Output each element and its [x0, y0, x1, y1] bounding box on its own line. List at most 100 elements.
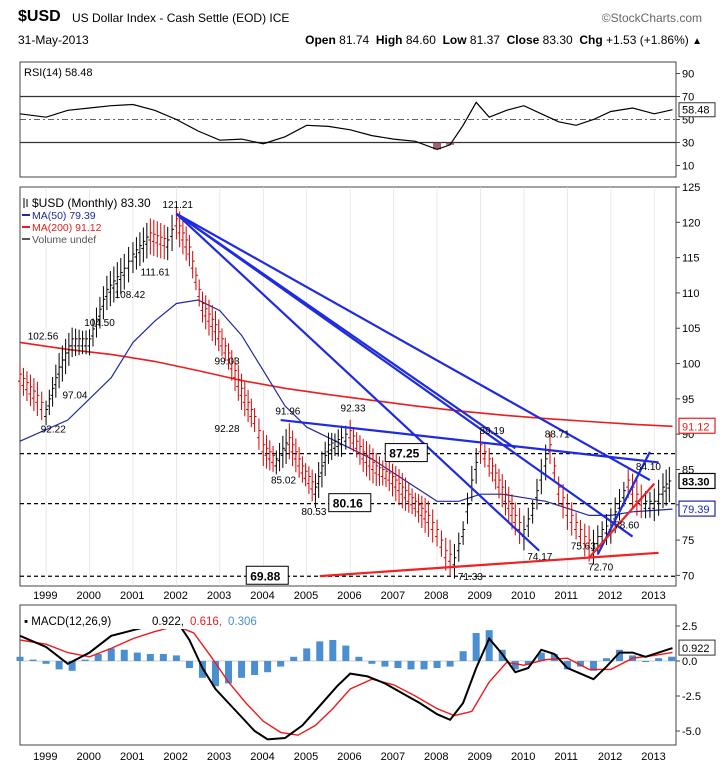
ma50-line	[19, 299, 673, 517]
macd-histogram-bar	[368, 661, 376, 664]
macd-signal-line	[19, 625, 673, 736]
macd-histogram-bar	[277, 661, 285, 667]
macd-y-tick-label: 0.0	[682, 656, 697, 668]
price-y-tick-label: 100	[682, 359, 700, 371]
ma200-line	[19, 341, 673, 428]
price-annotation: 74.17	[527, 552, 552, 563]
close-value-tag: 83.30	[678, 472, 716, 490]
macd-x-tick-label: 2001	[120, 751, 144, 763]
macd-histogram-bar	[107, 648, 115, 661]
price-annotation: 88.71	[545, 429, 570, 440]
macd-histogram-bar	[668, 656, 676, 661]
price-x-tick-label: 2013	[641, 590, 665, 602]
rsi-value-tag-box	[678, 102, 716, 118]
price-annotation: 80.53	[301, 507, 326, 518]
price-y-tick-label: 125	[682, 182, 700, 194]
rsi-y-tick-label: 10	[682, 161, 694, 173]
trendline	[588, 482, 656, 559]
macd-histogram-bar	[420, 661, 428, 670]
trendline	[175, 212, 516, 450]
price-legend-entry: MA(50) 79.39	[32, 210, 96, 222]
macd-legend-entry: 0.306	[228, 616, 257, 628]
trendline	[175, 212, 651, 482]
macd-histogram-bar	[511, 661, 519, 670]
price-x-tick-label: 2012	[598, 590, 622, 602]
macd-legend-entry: ▪ MACD(12,26,9)	[24, 616, 111, 628]
macd-histogram-bar	[589, 661, 597, 671]
open-value: 81.74	[339, 33, 370, 47]
description-text: US Dollar Index - Cash Settle (EOD)	[72, 11, 267, 25]
macd-histogram-bar	[133, 652, 141, 661]
rsi-y-tick-label: 70	[682, 92, 694, 104]
macd-y-tick-label: 2.5	[682, 621, 697, 633]
high-label: High	[375, 33, 403, 47]
macd-histogram-bar	[342, 645, 350, 661]
macd-histogram-bar	[381, 661, 389, 667]
macd-histogram-bar	[329, 640, 337, 661]
ma50-value-tag: 79.39	[678, 500, 716, 517]
price-annotation: 104.50	[84, 318, 115, 329]
macd-histogram-bar	[185, 661, 193, 668]
price-x-tick-label: 2000	[77, 590, 101, 602]
price-y-tick-label: 120	[682, 217, 700, 229]
price-annotation: 108.42	[115, 290, 146, 301]
price-panel-frame	[19, 186, 677, 587]
price-y-tick-label: 75	[682, 535, 694, 547]
macd-histogram-bar	[459, 651, 467, 661]
price-annotation: 111.61	[141, 268, 171, 279]
stockcharts-logo[interactable]: ©StockCharts.com	[601, 11, 702, 25]
macd-value-tag: 0.922	[678, 639, 716, 656]
macd-histogram-bar	[55, 661, 63, 670]
price-level-tag: 87.25	[384, 443, 428, 463]
trendline	[319, 551, 659, 578]
price-x-tick-label: 2006	[337, 590, 361, 602]
price-annotation: 99.03	[215, 356, 240, 367]
symbol-description: US Dollar Index - Cash Settle (EOD) ICE	[72, 11, 289, 25]
price-x-tick-label: 2001	[120, 590, 144, 602]
ma200-value-tag-box	[678, 417, 716, 434]
price-level-tag-label: 80.16	[333, 497, 363, 511]
macd-y-tick-label: -2.5	[682, 691, 701, 703]
macd-histogram-bar	[472, 633, 480, 661]
macd-histogram-bar	[120, 649, 128, 661]
macd-histogram-bar	[485, 630, 493, 661]
price-level-tag: 80.16	[328, 493, 372, 513]
price-x-tick-label: 2002	[163, 590, 187, 602]
macd-histogram-bar	[576, 661, 584, 667]
ma50-value-tag-label: 79.39	[682, 504, 710, 516]
macd-legend-bg	[22, 613, 322, 629]
macd-value-tag-label: 0.922	[682, 643, 710, 655]
rsi-value-tag-label: 58.48	[682, 105, 710, 117]
price-annotation: 75.63	[571, 542, 596, 553]
price-x-tick-label: 2011	[554, 590, 578, 602]
macd-histogram-bar	[264, 661, 272, 673]
macd-x-tick-label: 2002	[163, 751, 187, 763]
macd-x-tick-label: 2003	[207, 751, 231, 763]
macd-x-tick-label: 2013	[641, 751, 665, 763]
price-level-tag-box	[384, 443, 428, 463]
macd-x-tick-label: 2010	[511, 751, 535, 763]
macd-histogram-bar	[537, 652, 545, 661]
triangle-up-icon[interactable]: ▲	[692, 36, 702, 47]
macd-histogram-bar	[563, 661, 571, 670]
macd-histogram-bar	[290, 656, 298, 661]
ma50-value-tag-box	[678, 500, 716, 517]
macd-histogram-bar	[16, 656, 24, 661]
macd-histogram-bar	[655, 658, 663, 661]
macd-histogram-bar	[81, 659, 89, 661]
macd-histogram-bar	[211, 661, 219, 687]
close-value-tag-label: 83.30	[682, 476, 710, 488]
rsi-line	[19, 101, 673, 151]
macd-x-tick-label: 2009	[468, 751, 492, 763]
macd-x-tick-label: 2008	[424, 751, 448, 763]
open-label: Open	[305, 33, 336, 47]
macd-histogram-bar	[303, 648, 311, 661]
macd-histogram-bar	[602, 658, 610, 661]
chg-value: +1.53 (+1.86%)	[606, 33, 689, 47]
price-annotation: 121.21	[162, 200, 193, 211]
macd-histogram-bar	[42, 661, 50, 664]
macd-x-tick-label: 2004	[250, 751, 274, 763]
price-annotation: 85.02	[271, 475, 296, 486]
exchange-text: ICE	[269, 11, 290, 25]
macd-histogram-bar	[251, 661, 259, 675]
